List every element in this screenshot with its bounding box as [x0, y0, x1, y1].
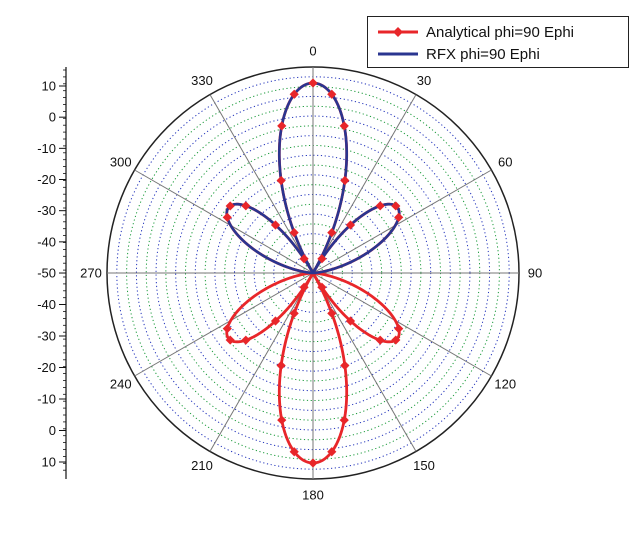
analytical-marker — [391, 201, 401, 211]
analytical-marker — [289, 228, 299, 238]
legend: Analytical phi=90 Ephi RFX phi=90 Ephi — [367, 16, 629, 68]
analytical-marker — [289, 447, 299, 457]
radial-tick-label: -10 — [37, 141, 56, 156]
analytical-marker — [222, 212, 232, 222]
angle-tick-label: 60 — [498, 155, 512, 170]
radial-tick-label: -20 — [37, 360, 56, 375]
radial-tick-label: -10 — [37, 392, 56, 407]
rfx-series-line — [311, 202, 401, 275]
angle-tick-label: 180 — [302, 488, 324, 503]
rfx-series-line — [225, 202, 315, 275]
angle-spokes — [107, 67, 519, 479]
analytical-marker — [345, 220, 356, 230]
legend-swatch-rfx — [378, 52, 418, 56]
radial-tick-label: 10 — [42, 455, 56, 470]
analytical-marker — [339, 121, 349, 131]
analytical-marker — [317, 254, 327, 264]
analytical-marker — [327, 447, 337, 457]
angle-tick-label: 150 — [413, 458, 435, 473]
angle-tick-label: 210 — [191, 458, 213, 473]
radial-tick-label: 0 — [49, 110, 56, 125]
analytical-marker — [277, 121, 287, 131]
analytical-marker — [277, 415, 287, 425]
angle-spoke — [312, 272, 492, 377]
analytical-marker — [289, 89, 299, 99]
analytical-marker — [375, 201, 385, 211]
legend-label-analytical: Analytical phi=90 Ephi — [426, 23, 575, 41]
angle-spoke — [134, 169, 314, 274]
radial-tick-label: -40 — [37, 297, 56, 312]
analytical-marker — [276, 175, 286, 186]
angle-tick-label: 270 — [80, 266, 102, 281]
analytical-marker — [222, 324, 232, 334]
analytical-marker — [270, 220, 281, 230]
radial-tick-label: -30 — [37, 329, 56, 344]
analytical-marker — [340, 360, 350, 371]
radial-tick-label: -30 — [37, 203, 56, 218]
analytical-marker — [289, 308, 299, 318]
radial-tick-label: -20 — [37, 172, 56, 187]
analytical-marker — [375, 335, 385, 345]
legend-item-rfx: RFX phi=90 Ephi — [376, 44, 540, 64]
legend-swatch-analytical — [378, 27, 418, 37]
series-layer — [222, 78, 404, 468]
analytical-marker — [345, 316, 356, 326]
radial-tick-label: -50 — [37, 266, 56, 281]
analytical-marker — [270, 316, 281, 326]
analytical-marker — [394, 324, 404, 334]
angle-tick-label: 90 — [528, 266, 542, 281]
angle-spoke — [134, 272, 314, 377]
radial-tick-label: 0 — [49, 423, 56, 438]
analytical-marker — [394, 212, 404, 222]
analytical-marker — [327, 308, 337, 318]
angle-tick-label: 30 — [417, 73, 431, 88]
analytical-marker — [327, 228, 337, 238]
analytical-series-line — [311, 271, 401, 344]
analytical-marker — [340, 175, 350, 186]
legend-item-analytical: Analytical phi=90 Ephi — [376, 22, 574, 42]
analytical-marker — [317, 282, 327, 292]
analytical-marker — [241, 201, 251, 211]
analytical-marker — [299, 282, 309, 292]
angle-spoke — [312, 94, 417, 274]
legend-label-rfx: RFX phi=90 Ephi — [426, 45, 540, 63]
angle-spoke — [312, 272, 417, 452]
angle-tick-label: 0 — [309, 44, 316, 59]
analytical-marker — [225, 335, 235, 345]
angle-spoke — [312, 169, 492, 274]
angle-tick-label: 120 — [494, 377, 516, 392]
analytical-marker — [299, 254, 309, 264]
radial-tick-label: -40 — [37, 234, 56, 249]
angle-tick-label: 300 — [110, 155, 132, 170]
analytical-marker — [241, 335, 251, 345]
angle-tick-labels: 0 30 60 90 120 150 180 210 240 270 300 330 — [80, 44, 542, 503]
angle-tick-label: 330 — [191, 73, 213, 88]
analytical-marker — [391, 335, 401, 345]
analytical-marker — [339, 415, 349, 425]
analytical-marker — [308, 78, 318, 88]
analytical-marker — [308, 458, 318, 468]
radial-tick-label: 10 — [42, 79, 56, 94]
angle-spoke — [209, 272, 314, 452]
analytical-marker — [225, 201, 235, 211]
analytical-series-line — [225, 271, 315, 344]
radial-axis: 10 0 -10 -20 -30 -40 -50 -40 -30 -20 -10 0 10 — [37, 67, 67, 479]
analytical-marker — [276, 360, 286, 371]
angle-tick-label: 240 — [110, 377, 132, 392]
angle-spoke — [209, 94, 314, 274]
analytical-marker — [327, 89, 337, 99]
